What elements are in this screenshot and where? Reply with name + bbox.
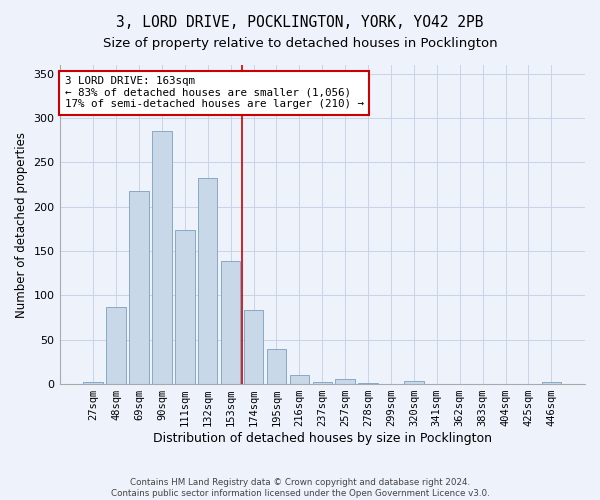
Bar	[542, 382, 561, 384]
Text: Contains HM Land Registry data © Crown copyright and database right 2024.
Contai: Contains HM Land Registry data © Crown c…	[110, 478, 490, 498]
Text: 3, LORD DRIVE, POCKLINGTON, YORK, YO42 2PB: 3, LORD DRIVE, POCKLINGTON, YORK, YO42 2…	[116, 15, 484, 30]
Bar	[335, 379, 355, 384]
Bar	[198, 178, 217, 384]
Bar	[244, 310, 263, 384]
Bar	[313, 382, 332, 384]
Bar	[129, 191, 149, 384]
Text: 3 LORD DRIVE: 163sqm
← 83% of detached houses are smaller (1,056)
17% of semi-de: 3 LORD DRIVE: 163sqm ← 83% of detached h…	[65, 76, 364, 110]
Bar	[83, 382, 103, 384]
Y-axis label: Number of detached properties: Number of detached properties	[15, 132, 28, 318]
Bar	[152, 132, 172, 384]
Bar	[358, 383, 378, 384]
Bar	[404, 382, 424, 384]
Bar	[106, 307, 126, 384]
Bar	[267, 348, 286, 384]
Bar	[175, 230, 194, 384]
Bar	[221, 261, 241, 384]
Text: Size of property relative to detached houses in Pocklington: Size of property relative to detached ho…	[103, 38, 497, 51]
Bar	[290, 375, 309, 384]
X-axis label: Distribution of detached houses by size in Pocklington: Distribution of detached houses by size …	[153, 432, 492, 445]
